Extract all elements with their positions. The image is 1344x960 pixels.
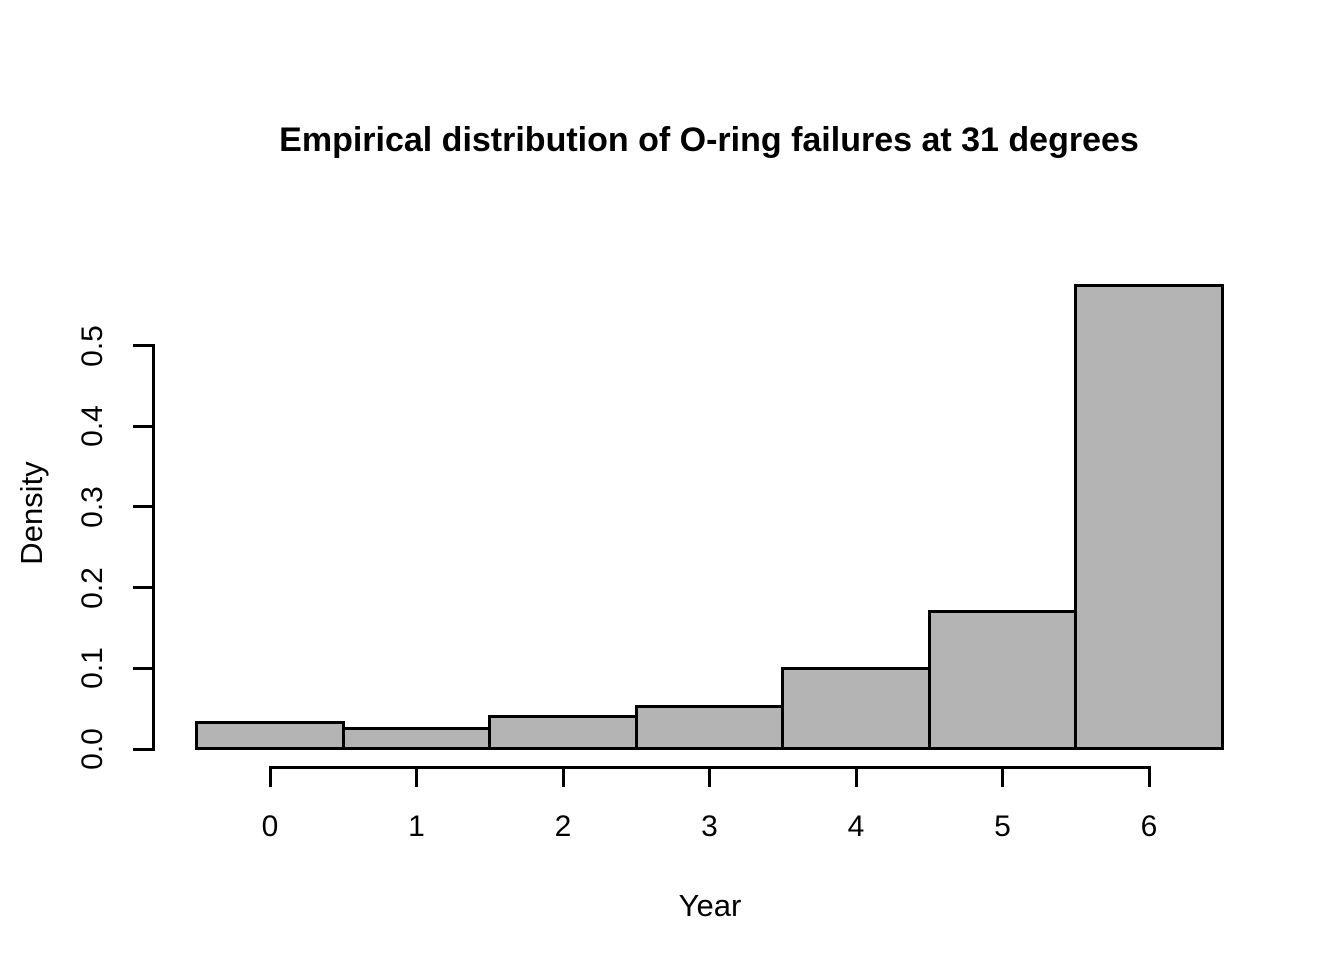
y-tick-label: 0.3 <box>76 486 109 528</box>
x-axis-tick <box>1147 767 1151 787</box>
x-axis-tick <box>561 767 565 787</box>
y-axis-title: Density <box>14 461 49 565</box>
x-tick-label: 4 <box>847 810 865 843</box>
chart-title: Empirical distribution of O-ring failure… <box>279 121 1139 159</box>
y-axis-tick <box>133 747 153 751</box>
y-axis-tick <box>133 344 153 347</box>
x-axis-tick <box>1001 767 1004 787</box>
y-tick-label: 0.0 <box>76 728 109 770</box>
y-axis-tick <box>133 505 153 509</box>
y-tick-label: 0.4 <box>76 405 109 448</box>
histogram-bar <box>781 666 931 751</box>
x-tick-label: 5 <box>994 810 1011 843</box>
x-axis-tick <box>415 767 418 787</box>
y-tick-label: 0.2 <box>76 566 109 609</box>
y-axis-line <box>151 344 155 751</box>
x-axis-tick <box>268 767 272 787</box>
x-tick-label: 1 <box>408 810 425 843</box>
x-tick-label: 0 <box>261 810 279 843</box>
x-tick-label: 3 <box>701 810 718 843</box>
y-axis-tick <box>133 424 153 428</box>
histogram-bar <box>341 727 492 751</box>
histogram-bar <box>195 720 345 751</box>
histogram-bar <box>1074 284 1224 751</box>
y-tick-label: 0.5 <box>76 324 109 367</box>
x-axis-tick <box>854 767 858 787</box>
x-axis-tick <box>708 767 711 787</box>
y-axis-tick <box>133 586 153 590</box>
y-axis-tick <box>133 666 153 670</box>
x-tick-label: 6 <box>1140 810 1158 843</box>
y-tick-label: 0.1 <box>76 647 109 690</box>
histogram-bar <box>927 609 1078 751</box>
x-tick-label: 2 <box>554 810 572 843</box>
histogram-bar <box>634 704 785 751</box>
x-axis-title: Year <box>678 888 742 923</box>
histogram-bar <box>488 715 638 751</box>
